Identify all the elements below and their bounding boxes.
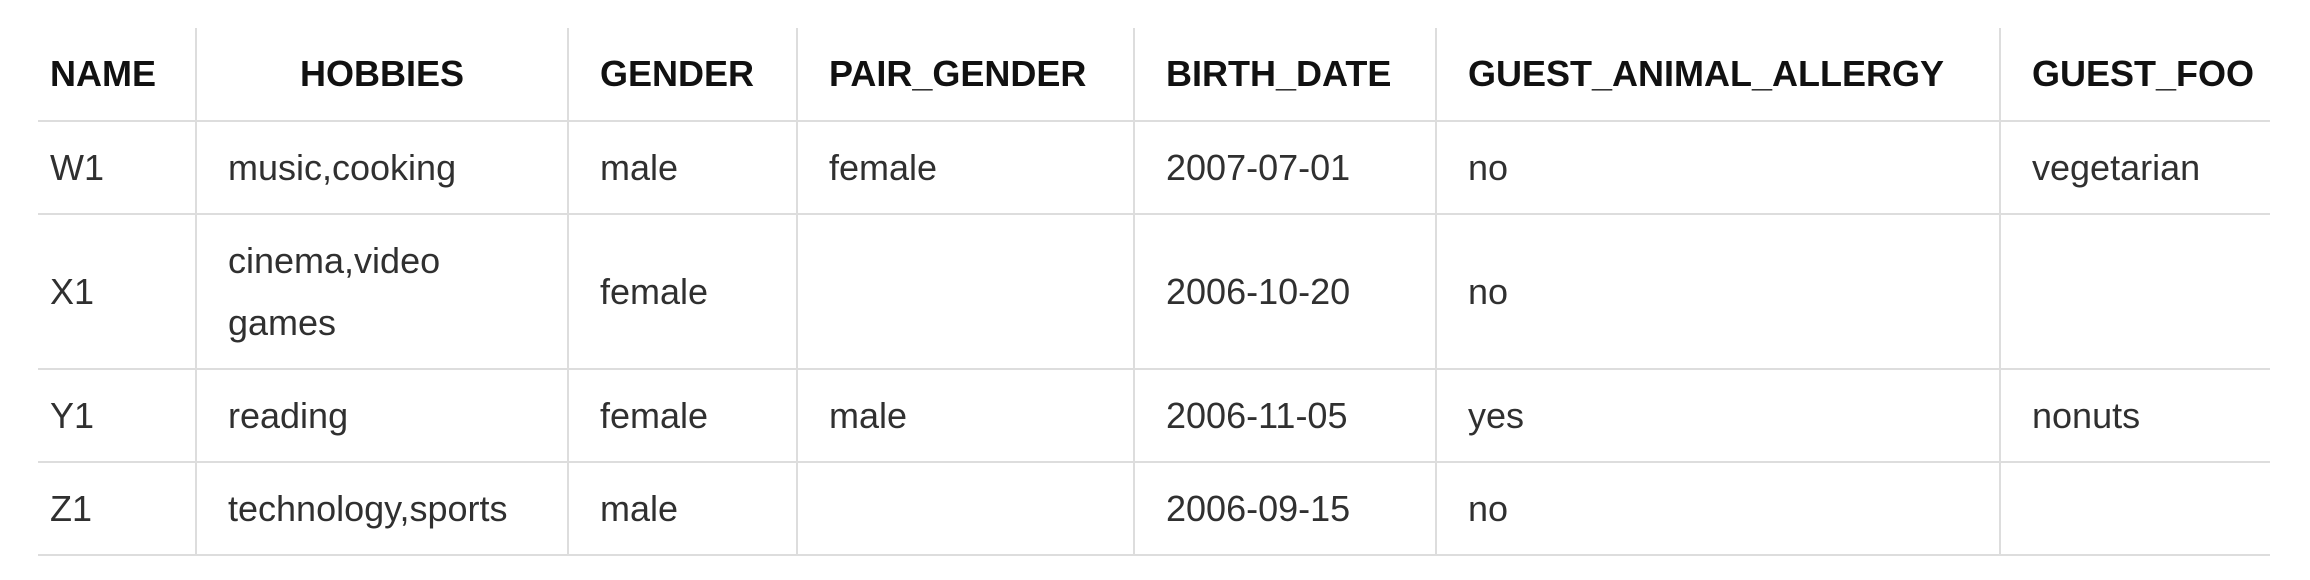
cell-guest-food: [1999, 462, 2270, 556]
cell-guest-animal-allergy: no: [1435, 462, 2000, 556]
cell-guest-animal-allergy: no: [1435, 214, 2000, 370]
cell-birth-date: 2006-10-20: [1133, 214, 1436, 370]
table-row: Z1 technology,sports male 2006-09-15 no: [38, 462, 2270, 556]
header-row: NAME HOBBIES GENDER PAIR_GENDER BIRTH_DA…: [38, 28, 2270, 122]
cell-name: Y1: [38, 369, 196, 463]
cell-gender: male: [567, 462, 797, 556]
cell-hobbies: cinema,video games: [195, 214, 568, 370]
cell-name: X1: [38, 214, 196, 370]
cell-hobbies: reading: [195, 369, 568, 463]
cell-gender: female: [567, 369, 797, 463]
cell-guest-food: vegetarian: [1999, 121, 2270, 215]
table-row: X1 cinema,video games female 2006-10-20 …: [38, 214, 2270, 370]
cell-guest-animal-allergy: yes: [1435, 369, 2000, 463]
data-table-container: NAME HOBBIES GENDER PAIR_GENDER BIRTH_DA…: [38, 28, 2270, 556]
data-table: NAME HOBBIES GENDER PAIR_GENDER BIRTH_DA…: [38, 28, 2270, 556]
cell-birth-date: 2007-07-01: [1133, 121, 1436, 215]
cell-guest-animal-allergy: no: [1435, 121, 2000, 215]
header-gender: GENDER: [567, 28, 797, 122]
cell-hobbies: technology,sports: [195, 462, 568, 556]
header-guest-animal-allergy: GUEST_ANIMAL_ALLERGY: [1435, 28, 2000, 122]
cell-pair-gender: [796, 214, 1134, 370]
cell-name: W1: [38, 121, 196, 215]
cell-gender: male: [567, 121, 797, 215]
cell-gender: female: [567, 214, 797, 370]
cell-guest-food: nonuts: [1999, 369, 2270, 463]
header-birth-date: BIRTH_DATE: [1133, 28, 1436, 122]
cell-guest-food: [1999, 214, 2270, 370]
header-guest-food: GUEST_FOO: [1999, 28, 2270, 122]
header-name: NAME: [38, 28, 196, 122]
header-pair-gender: PAIR_GENDER: [796, 28, 1134, 122]
header-hobbies: HOBBIES: [195, 28, 568, 122]
cell-birth-date: 2006-11-05: [1133, 369, 1436, 463]
cell-pair-gender: male: [796, 369, 1134, 463]
table-row: Y1 reading female male 2006-11-05 yes no…: [38, 369, 2270, 463]
cell-name: Z1: [38, 462, 196, 556]
cell-pair-gender: [796, 462, 1134, 556]
table-row: W1 music,cooking male female 2007-07-01 …: [38, 121, 2270, 215]
cell-hobbies: music,cooking: [195, 121, 568, 215]
cell-birth-date: 2006-09-15: [1133, 462, 1436, 556]
cell-pair-gender: female: [796, 121, 1134, 215]
